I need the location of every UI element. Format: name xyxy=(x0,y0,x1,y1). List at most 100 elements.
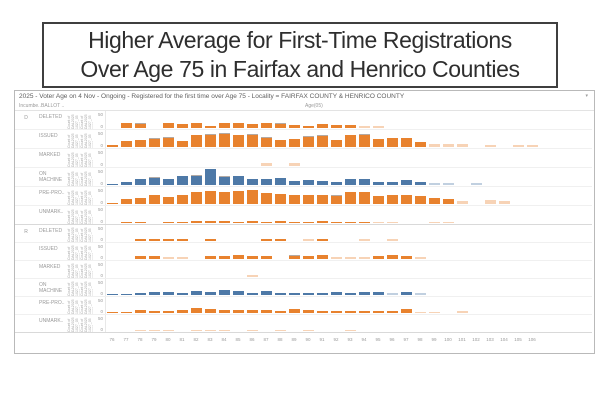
bar-age-95[interactable] xyxy=(373,181,384,185)
ballot-status-label[interactable]: DELETED xyxy=(39,114,63,120)
bar-age-106[interactable] xyxy=(527,145,538,147)
bar-age-90[interactable] xyxy=(303,256,314,259)
bar-age-82[interactable] xyxy=(191,174,202,185)
bar-age-93[interactable] xyxy=(345,311,356,313)
bar-age-84[interactable] xyxy=(219,221,230,223)
bar-age-80[interactable] xyxy=(163,311,174,313)
bar-age-94[interactable] xyxy=(359,257,370,259)
bar-age-88[interactable] xyxy=(275,330,286,331)
bar-age-96[interactable] xyxy=(387,195,398,204)
bar-age-86[interactable] xyxy=(247,221,258,223)
bar-age-83[interactable] xyxy=(205,133,216,147)
bar-age-92[interactable] xyxy=(331,311,342,313)
bar-age-87[interactable] xyxy=(261,239,272,241)
bar-age-101[interactable] xyxy=(457,200,468,204)
bar-age-96[interactable] xyxy=(387,310,398,313)
bar-age-80[interactable] xyxy=(163,330,174,331)
bar-age-80[interactable] xyxy=(163,221,174,223)
bar-age-87[interactable] xyxy=(261,193,272,204)
bar-age-84[interactable] xyxy=(219,176,230,185)
bar-age-91[interactable] xyxy=(317,255,328,259)
bar-age-86[interactable] xyxy=(247,275,258,277)
incumbent-label[interactable]: D xyxy=(24,115,28,121)
bar-age-85[interactable] xyxy=(233,291,244,295)
bar-age-93[interactable] xyxy=(345,330,356,331)
bar-age-78[interactable] xyxy=(135,179,146,185)
bar-age-84[interactable] xyxy=(219,310,230,313)
bar-age-90[interactable] xyxy=(303,179,314,185)
bar-age-98[interactable] xyxy=(415,196,426,204)
bar-age-88[interactable] xyxy=(275,178,286,185)
bar-age-98[interactable] xyxy=(415,311,426,313)
bar-age-80[interactable] xyxy=(163,137,174,147)
bar-age-105[interactable] xyxy=(513,145,524,147)
bar-age-84[interactable] xyxy=(219,289,230,295)
bar-age-86[interactable] xyxy=(247,190,258,204)
bar-age-89[interactable] xyxy=(289,180,300,185)
bar-age-87[interactable] xyxy=(261,179,272,185)
incumbent-column-header[interactable]: Incumbe.. xyxy=(19,103,41,109)
bar-age-87[interactable] xyxy=(261,221,272,223)
bar-age-95[interactable] xyxy=(373,310,384,313)
bar-age-99[interactable] xyxy=(429,197,440,204)
bar-age-89[interactable] xyxy=(289,221,300,223)
bar-age-94[interactable] xyxy=(359,291,370,295)
bar-age-91[interactable] xyxy=(317,292,328,295)
bar-age-85[interactable] xyxy=(233,122,244,128)
bar-age-95[interactable] xyxy=(373,256,384,259)
bar-age-82[interactable] xyxy=(191,122,202,128)
bar-age-77[interactable] xyxy=(121,221,132,223)
bar-age-81[interactable] xyxy=(177,309,188,313)
bar-age-79[interactable] xyxy=(149,239,160,241)
dropdown-caret-icon[interactable]: ▾ xyxy=(585,93,588,99)
bar-age-78[interactable] xyxy=(135,140,146,147)
bar-age-91[interactable] xyxy=(317,181,328,185)
bar-age-90[interactable] xyxy=(303,135,314,147)
ballot-status-label[interactable]: UNMARK.. xyxy=(39,209,64,215)
bar-age-85[interactable] xyxy=(233,254,244,259)
bar-age-78[interactable] xyxy=(135,255,146,259)
bar-age-77[interactable] xyxy=(121,181,132,185)
bar-age-94[interactable] xyxy=(359,311,370,313)
bar-age-95[interactable] xyxy=(373,195,384,204)
bar-age-81[interactable] xyxy=(177,239,188,241)
bar-age-90[interactable] xyxy=(303,221,314,223)
bar-age-100[interactable] xyxy=(443,143,454,147)
bar-age-98[interactable] xyxy=(415,182,426,185)
bar-age-97[interactable] xyxy=(401,180,412,185)
bar-age-98[interactable] xyxy=(415,142,426,147)
bar-age-93[interactable] xyxy=(345,135,356,147)
bar-age-97[interactable] xyxy=(401,194,412,204)
bar-age-86[interactable] xyxy=(247,124,258,128)
bar-age-85[interactable] xyxy=(233,135,244,147)
bar-age-98[interactable] xyxy=(415,257,426,259)
bar-age-83[interactable] xyxy=(205,125,216,128)
bar-age-79[interactable] xyxy=(149,292,160,295)
bar-age-82[interactable] xyxy=(191,221,202,223)
bar-age-83[interactable] xyxy=(205,292,216,295)
bar-age-77[interactable] xyxy=(121,311,132,313)
bar-age-93[interactable] xyxy=(345,125,356,128)
bar-age-91[interactable] xyxy=(317,194,328,204)
bar-age-96[interactable] xyxy=(387,182,398,185)
bar-age-91[interactable] xyxy=(317,239,328,241)
bar-age-76[interactable] xyxy=(107,202,118,204)
bar-age-84[interactable] xyxy=(219,122,230,128)
bar-age-94[interactable] xyxy=(359,192,370,204)
bar-age-84[interactable] xyxy=(219,192,230,204)
bar-age-88[interactable] xyxy=(275,293,286,295)
bar-age-88[interactable] xyxy=(275,123,286,128)
bar-age-97[interactable] xyxy=(401,291,412,295)
bar-age-95[interactable] xyxy=(373,292,384,295)
bar-age-89[interactable] xyxy=(289,125,300,128)
bar-age-87[interactable] xyxy=(261,310,272,313)
bar-age-88[interactable] xyxy=(275,311,286,313)
bar-age-91[interactable] xyxy=(317,124,328,128)
bar-age-95[interactable] xyxy=(373,126,384,128)
bar-age-80[interactable] xyxy=(163,257,174,259)
bar-age-84[interactable] xyxy=(219,132,230,147)
bar-age-99[interactable] xyxy=(429,311,440,313)
bar-age-94[interactable] xyxy=(359,133,370,147)
bar-age-89[interactable] xyxy=(289,163,300,166)
bar-age-85[interactable] xyxy=(233,221,244,223)
